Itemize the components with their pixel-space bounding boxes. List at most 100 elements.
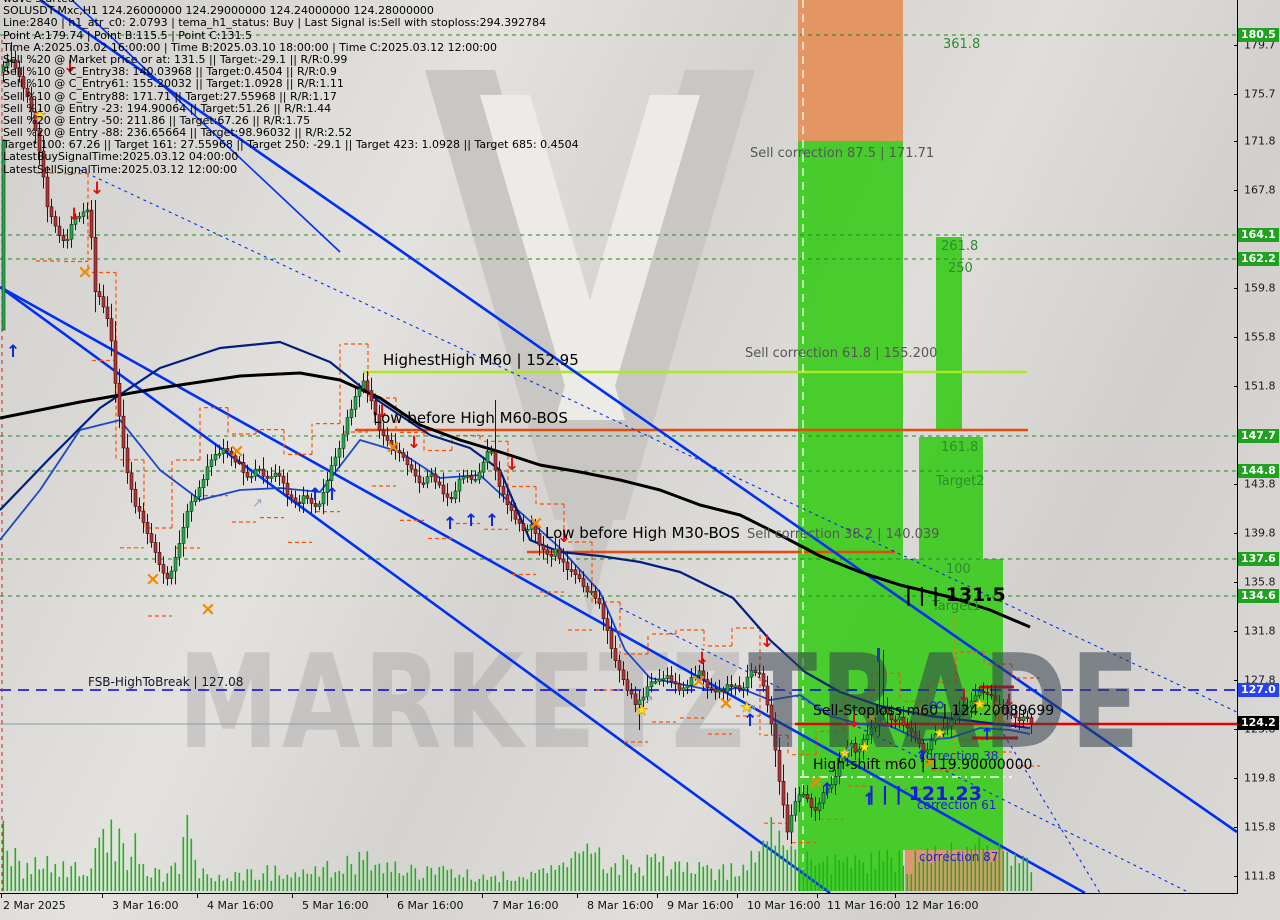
info-line-13: LatestSellSignalTime:2025.03.12 12:00:00 — [3, 162, 238, 176]
volume-histogram — [2, 814, 1033, 891]
price-level-badge: 162.2 — [1238, 252, 1279, 266]
price-tickmark — [1234, 729, 1238, 730]
price-level-badge: 147.7 — [1238, 429, 1279, 443]
info-line-2: Point A:179.74 | Point B:115.5 | Point C… — [3, 28, 252, 42]
time-tickmark — [197, 894, 198, 898]
star-signal-icon: ★ — [858, 738, 871, 756]
time-label: 4 Mar 16:00 — [207, 899, 274, 912]
star-signal-icon: ★ — [838, 744, 851, 762]
candlestick-canvas[interactable]: ↓↓↓↓↓↓↓↓↓↓↓ ↓↑↑ ↑↑ ↑ ↑↑↑ ↑↑↑×××× ×××××××★★ ★★ ★★… — [0, 0, 1237, 893]
info-line-3: Time A:2025.03.02 16:00:00 | Time B:2025… — [3, 40, 497, 54]
price-tickmark — [1234, 631, 1238, 632]
sell-arrow-icon: ↓ — [90, 179, 104, 199]
price-tick: 155.8 — [1244, 330, 1276, 344]
price-tick: 143.8 — [1244, 477, 1276, 491]
price-tickmark — [1234, 288, 1238, 289]
price-level-badge: 134.6 — [1238, 589, 1279, 603]
buy-arrow-icon: ↑ — [980, 725, 994, 745]
candles — [1, 42, 1034, 845]
price-level-badge: 127.0 — [1238, 683, 1279, 697]
target-zone-upper-orange — [798, 0, 903, 141]
time-axis[interactable]: 2 Mar 2025 3 Mar 16:00 4 Mar 16:00 5 Mar 16… — [0, 894, 1280, 920]
sell-arrow-icon: ↓ — [375, 402, 389, 422]
time-label: 11 Mar 16:00 — [827, 899, 901, 912]
price-level-badge: 137.6 — [1238, 552, 1279, 566]
star-signal-icon: ★ — [990, 698, 1003, 716]
star-signal-icon: ★ — [973, 695, 986, 713]
time-tickmark — [292, 894, 293, 898]
time-tickmark — [895, 894, 896, 898]
info-line-11: Target 100: 67.26 || Target 161: 27.5596… — [3, 138, 579, 152]
star-signal-icon: ★ — [933, 724, 946, 742]
time-tickmark — [817, 894, 818, 898]
shift-arrow-icon: ↗ — [643, 693, 654, 708]
info-line-5: Sell %10 @ C_Entry38: 140.03968 || Targe… — [3, 65, 337, 79]
time-label: 12 Mar 16:00 — [905, 899, 979, 912]
buy-arrow-icon: ↑ — [743, 711, 757, 731]
time-tickmark — [387, 894, 388, 898]
info-line-7: Sell %10 @ C_Entry88: 171.71 || Target:2… — [3, 89, 337, 103]
price-tick: 111.8 — [1244, 869, 1276, 883]
price-tickmark — [1234, 484, 1238, 485]
broker-logo-watermark-icon — [425, 70, 755, 620]
info-line-0: SOLUSDT-Mxc,H1 124.26000000 124.29000000… — [3, 4, 434, 18]
sell-arrow-icon: ↓ — [847, 712, 861, 732]
info-line-4: Sell %20 @ Market price or at: 131.5 || … — [3, 52, 348, 66]
fib-target-zones — [798, 0, 1003, 891]
target-zone-261 — [936, 237, 962, 430]
sell-arrow-icon: ↓ — [695, 649, 709, 669]
info-line-1: Line:2840 | h1_atr_c0: 2.0793 | tema_h1_… — [3, 16, 547, 30]
signal-markers[interactable]: ↓↓↓↓↓↓↓↓↓↓↓ ↓↑↑ ↑↑ ↑ ↑↑↑ ↑↑↑×××× ×××××××★★ ★★ ★★… — [6, 57, 1016, 810]
exit-x-icon: × — [922, 751, 938, 773]
price-axis[interactable]: 179.7 175.7 171.8 167.8 159.8 155.8 151.8 143.8… — [1234, 0, 1280, 893]
buy-arrow-icon: ↑ — [464, 511, 478, 531]
price-tickmark — [1234, 680, 1238, 681]
buy-arrow-icon: ↑ — [308, 485, 322, 505]
time-tickmark — [482, 894, 483, 898]
trend-lines — [0, 0, 1237, 893]
star-signal-icon: ★ — [865, 708, 878, 726]
buy-arrow-icon: ↑ — [820, 780, 834, 800]
info-line-clipped: wave started — [3, 0, 579, 5]
shift-arrow-icon: ↗ — [842, 743, 853, 758]
price-tick: 115.8 — [1244, 820, 1276, 834]
shift-arrow-icon: ↗ — [252, 496, 263, 511]
price-tick: 167.8 — [1244, 183, 1276, 197]
sell-arrow-icon: ↓ — [1002, 691, 1016, 711]
price-tick: 171.8 — [1244, 134, 1276, 148]
sell-arrow-icon: ↓ — [760, 632, 774, 652]
exit-x-icon: × — [691, 670, 707, 692]
price-tickmark — [1234, 582, 1238, 583]
time-label: 8 Mar 16:00 — [587, 899, 654, 912]
info-line-12: LatestBuySignalTime:2025.03.12 04:00:00 — [3, 150, 239, 164]
time-tickmark — [577, 894, 578, 898]
sell-arrow-icon: ↓ — [557, 527, 571, 547]
time-tickmark — [1, 894, 2, 898]
price-tickmark — [1234, 876, 1238, 877]
price-tickmark — [1234, 141, 1238, 142]
price-level-badge: 180.5 — [1238, 28, 1279, 42]
price-tickmark — [1234, 533, 1238, 534]
time-tickmark — [737, 894, 738, 898]
price-tick: 175.7 — [1244, 87, 1276, 101]
target-zone-main-green — [798, 141, 903, 891]
price-tick: 139.8 — [1244, 526, 1276, 540]
price-tick: 159.8 — [1244, 281, 1276, 295]
sell-arrow-icon: ↓ — [407, 433, 421, 453]
price-level-badge: 124.2 — [1238, 716, 1279, 730]
shift-arrow-icon: ↗ — [746, 702, 757, 717]
info-line-10: Sell %20 @ Entry -88: 236.65664 || Targe… — [3, 126, 353, 140]
price-tickmark — [1234, 190, 1238, 191]
info-line-9: Sell %20 @ Entry -50: 211.86 || Target:6… — [3, 113, 311, 127]
time-label: 5 Mar 16:00 — [302, 899, 369, 912]
time-tickmark — [657, 894, 658, 898]
sell-arrow-icon: ↓ — [67, 205, 81, 225]
chart-plot-area[interactable]: MARKETZ ↓ ↓ ↓ ↓ ↓ ↓ ↓ ↓ ↓ ↓ ↓ ↓ ↑ ↑ ↑ ↑ ↑ ↑ ↑ ↑ ↑ ↑ ↑ × × × × × × × × ×… — [0, 0, 1238, 894]
buy-arrow-icon: ↑ — [6, 342, 20, 362]
buy-arrow-icon: ↑ — [915, 747, 929, 767]
time-label: 2 Mar 2025 — [3, 899, 66, 912]
time-label: 6 Mar 16:00 — [397, 899, 464, 912]
exit-x-icon: × — [385, 436, 401, 458]
sell-arrow-icon: ↓ — [957, 686, 971, 706]
price-tickmark — [1234, 337, 1238, 338]
